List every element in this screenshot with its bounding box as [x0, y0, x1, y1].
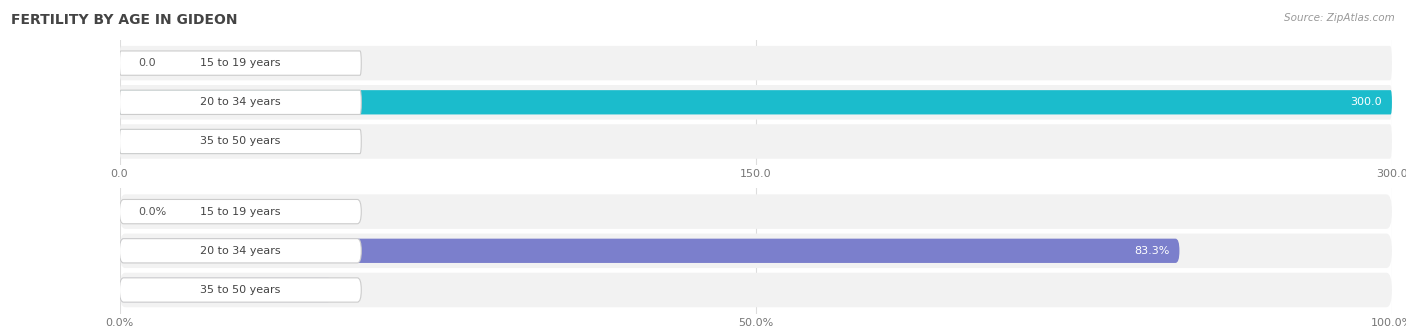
- FancyBboxPatch shape: [120, 199, 361, 224]
- FancyBboxPatch shape: [120, 129, 361, 154]
- FancyBboxPatch shape: [120, 234, 1392, 268]
- FancyBboxPatch shape: [120, 51, 361, 75]
- FancyBboxPatch shape: [120, 124, 1392, 159]
- FancyBboxPatch shape: [120, 129, 357, 154]
- Text: FERTILITY BY AGE IN GIDEON: FERTILITY BY AGE IN GIDEON: [11, 13, 238, 27]
- Text: 83.3%: 83.3%: [1133, 246, 1170, 256]
- FancyBboxPatch shape: [120, 273, 1392, 307]
- FancyBboxPatch shape: [120, 239, 361, 263]
- Text: 20 to 34 years: 20 to 34 years: [200, 246, 281, 256]
- Text: 0.0: 0.0: [139, 58, 156, 68]
- Text: Source: ZipAtlas.com: Source: ZipAtlas.com: [1284, 13, 1395, 23]
- Text: 56.0: 56.0: [322, 137, 347, 147]
- FancyBboxPatch shape: [120, 278, 361, 302]
- Text: 15 to 19 years: 15 to 19 years: [200, 207, 281, 216]
- Text: 0.0%: 0.0%: [139, 207, 167, 216]
- Text: 300.0: 300.0: [1350, 97, 1382, 107]
- FancyBboxPatch shape: [120, 90, 361, 115]
- FancyBboxPatch shape: [120, 278, 332, 302]
- Text: 15 to 19 years: 15 to 19 years: [200, 58, 281, 68]
- FancyBboxPatch shape: [120, 85, 1392, 119]
- Text: 35 to 50 years: 35 to 50 years: [200, 285, 281, 295]
- FancyBboxPatch shape: [120, 194, 1392, 229]
- FancyBboxPatch shape: [120, 239, 1180, 263]
- FancyBboxPatch shape: [120, 90, 1392, 115]
- Text: 35 to 50 years: 35 to 50 years: [200, 137, 281, 147]
- Text: 20 to 34 years: 20 to 34 years: [200, 97, 281, 107]
- FancyBboxPatch shape: [120, 46, 1392, 81]
- Text: 16.7%: 16.7%: [287, 285, 322, 295]
